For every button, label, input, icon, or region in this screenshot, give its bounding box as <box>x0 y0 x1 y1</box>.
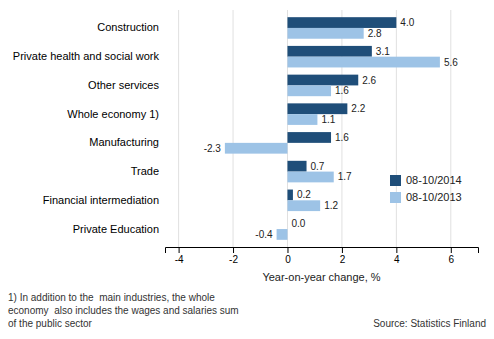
x-tick-mark <box>396 247 397 253</box>
bar <box>287 172 333 183</box>
category-label: Other services <box>88 79 159 91</box>
data-label: -0.4 <box>255 229 273 240</box>
grid-line <box>178 10 179 247</box>
x-axis: -4 -2 0 2 4 6 <box>166 247 479 265</box>
bar <box>225 143 288 154</box>
source: Source: Statistics Finland <box>373 318 486 329</box>
bar <box>287 85 331 96</box>
bar <box>287 161 306 172</box>
x-tick: 4 <box>394 247 400 265</box>
bar <box>287 17 396 28</box>
y-tick: Other services <box>88 79 165 91</box>
grid-line <box>396 10 397 247</box>
bar <box>287 114 317 125</box>
grid-line <box>287 10 288 247</box>
category-label: Whole economy 1) <box>67 108 159 120</box>
legend-label: 08-10/2013 <box>406 191 462 203</box>
grid <box>179 10 451 247</box>
x-tick-mark <box>287 247 288 253</box>
category-label: Financial intermediation <box>43 194 159 206</box>
legend-label: 08-10/2014 <box>406 174 462 186</box>
data-label: 4.0 <box>400 17 414 28</box>
y-tick: Private health and social work <box>13 50 165 62</box>
data-label: 0.7 <box>311 161 325 172</box>
legend-swatch <box>390 175 401 186</box>
data-label: 1.7 <box>338 171 352 182</box>
x-tick-label: 4 <box>394 254 400 265</box>
data-label: 0.0 <box>291 218 305 229</box>
data-label: 1.6 <box>335 132 349 143</box>
x-tick-label: -2 <box>229 254 238 265</box>
x-tick-label: -4 <box>175 254 184 265</box>
bar <box>287 103 347 114</box>
data-label: 2.8 <box>368 28 382 39</box>
y-tick: Manufacturing <box>89 136 165 148</box>
x-tick-mark <box>451 247 452 253</box>
y-tick: Construction <box>97 21 165 33</box>
data-label: 3.1 <box>376 46 390 57</box>
x-tick-label: 2 <box>340 254 346 265</box>
data-label: 2.6 <box>362 75 376 86</box>
legend-item: 08-10/2014 <box>390 174 462 186</box>
y-tick: Private Education <box>73 223 165 235</box>
plot: -4 -2 0 2 4 6 Construction Private health and s… <box>13 10 479 265</box>
bar <box>287 218 288 229</box>
x-tick-mark <box>342 247 343 253</box>
x-tick-label: 6 <box>449 254 455 265</box>
data-label: 0.2 <box>297 189 311 200</box>
x-tick: -4 <box>175 247 184 265</box>
data-label: 2.2 <box>351 103 365 114</box>
category-label: Manufacturing <box>89 136 159 148</box>
legend-item: 08-10/2013 <box>390 191 462 203</box>
bar <box>287 200 320 211</box>
x-axis-line <box>166 248 479 254</box>
footnote: 1) In addition to the main industries, t… <box>8 292 215 303</box>
y-tick: Trade <box>131 165 165 177</box>
bar <box>277 229 288 240</box>
data-label: 1.1 <box>321 114 335 125</box>
bar <box>287 57 439 68</box>
bar <box>287 190 292 201</box>
data-label: -2.3 <box>204 143 222 154</box>
chart: -4 -2 0 2 4 6 Construction Private health and s… <box>0 0 494 339</box>
grid-line <box>341 10 342 247</box>
data-label: 1.2 <box>324 200 338 211</box>
legend-swatch <box>390 192 401 203</box>
bar <box>287 75 358 86</box>
bar <box>287 46 371 57</box>
bar <box>287 132 331 143</box>
y-tick: Financial intermediation <box>43 194 165 206</box>
data-label: 5.6 <box>444 57 458 68</box>
category-label: Trade <box>131 165 159 177</box>
y-axis: Construction Private health and social wo… <box>13 21 165 234</box>
footnote: economy also includes the wages and sala… <box>8 305 239 316</box>
y-tick: Whole economy 1) <box>67 108 165 120</box>
category-label: Construction <box>97 21 159 33</box>
x-axis-title: Year-on-year change, % <box>262 271 380 283</box>
category-label: Private Education <box>73 223 159 235</box>
x-tick-label: 0 <box>285 254 291 265</box>
grid-line <box>450 10 451 247</box>
data-label: 1.6 <box>335 85 349 96</box>
x-tick: -2 <box>229 247 238 265</box>
bar <box>287 28 363 39</box>
data-labels: 4.03.12.62.21.60.70.20.02.85.61.61.1-2.3… <box>204 17 459 240</box>
category-label: Private health and social work <box>13 50 160 62</box>
legend: 08-10/2014 08-10/2013 <box>390 174 462 203</box>
x-tick: 0 <box>285 247 291 265</box>
x-tick-mark <box>233 247 234 253</box>
x-tick: 6 <box>449 247 455 265</box>
series <box>225 28 440 240</box>
series <box>287 17 396 200</box>
x-tick: 2 <box>340 247 346 265</box>
grid-line <box>233 10 234 247</box>
bars <box>225 17 440 240</box>
x-tick-mark <box>179 247 180 253</box>
footnote: of the public sector <box>8 318 93 329</box>
